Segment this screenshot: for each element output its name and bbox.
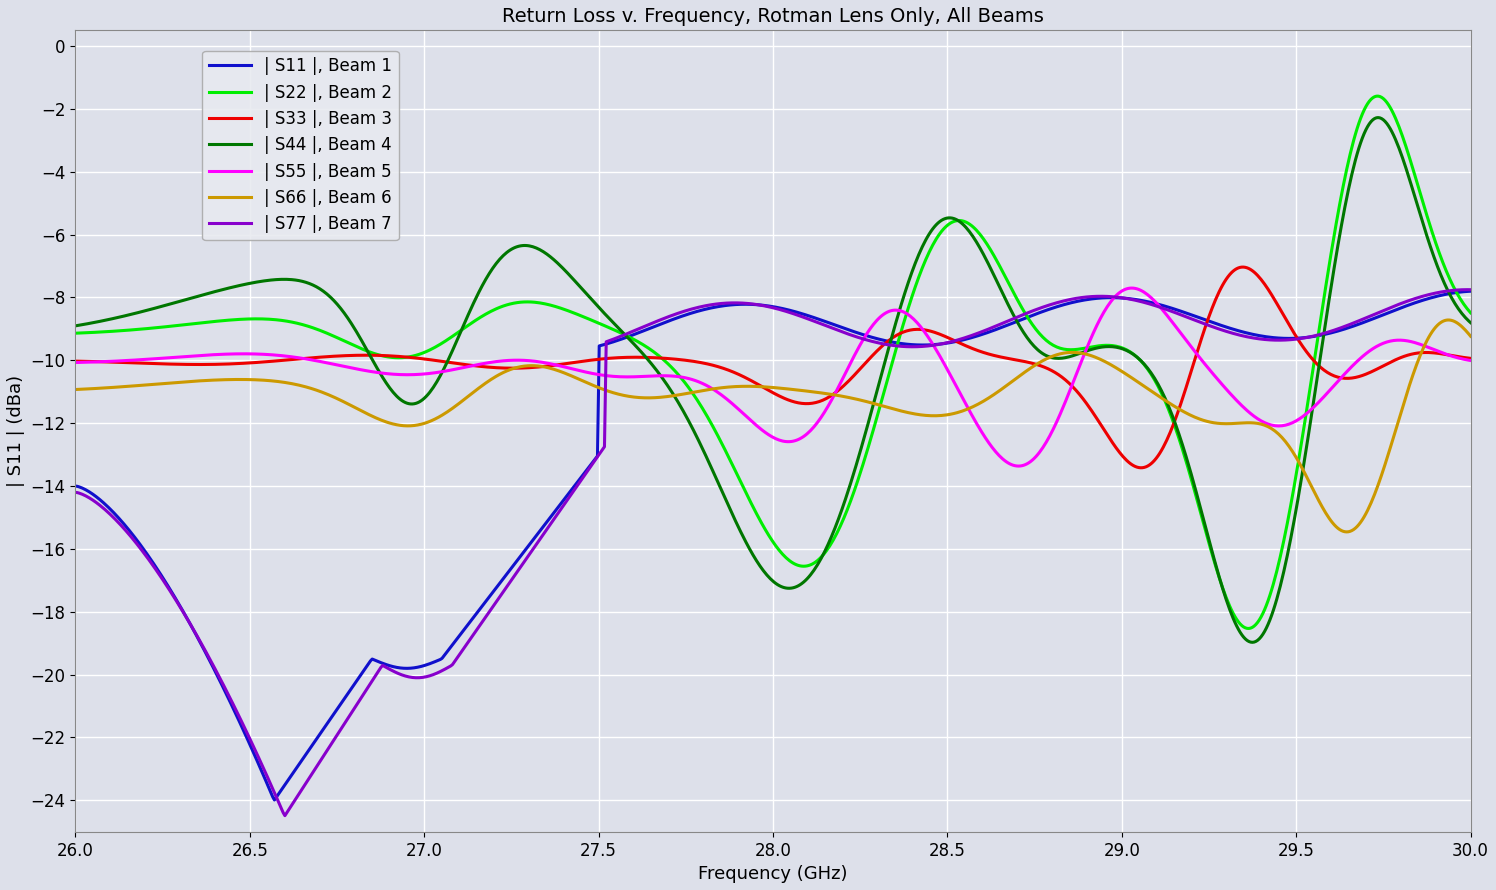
X-axis label: Frequency (GHz): Frequency (GHz): [699, 865, 848, 883]
| S33 |, Beam 3: [1272, 304, 1290, 315]
| S55 |, Beam 5: [1462, 355, 1480, 366]
Line: | S11 |, Beam 1: | S11 |, Beam 1: [75, 291, 1471, 800]
| S77 |, Beam 7: [1126, 295, 1144, 305]
| S33 |, Beam 3: [1131, 463, 1149, 473]
| S44 |, Beam 4: [914, 241, 932, 252]
| S11 |, Beam 1: [916, 340, 934, 351]
| S55 |, Beam 5: [1272, 421, 1290, 432]
| S44 |, Beam 4: [153, 301, 171, 311]
| S44 |, Beam 4: [1462, 318, 1480, 328]
| S44 |, Beam 4: [66, 320, 84, 331]
| S22 |, Beam 2: [66, 328, 84, 338]
| S22 |, Beam 2: [877, 381, 895, 392]
| S22 |, Beam 2: [956, 216, 974, 227]
| S44 |, Beam 4: [1270, 587, 1288, 598]
Y-axis label: | S11 | (dBa): | S11 | (dBa): [7, 375, 25, 487]
| S77 |, Beam 7: [1462, 285, 1480, 295]
Line: | S22 |, Beam 2: | S22 |, Beam 2: [75, 96, 1471, 628]
| S22 |, Beam 2: [1240, 623, 1258, 634]
Title: Return Loss v. Frequency, Rotman Lens Only, All Beams: Return Loss v. Frequency, Rotman Lens On…: [503, 7, 1044, 26]
| S33 |, Beam 3: [1462, 353, 1480, 364]
| S11 |, Beam 1: [878, 336, 896, 346]
| S66 |, Beam 6: [1267, 427, 1285, 438]
| S22 |, Beam 2: [1270, 559, 1288, 570]
| S66 |, Beam 6: [1462, 331, 1480, 342]
| S22 |, Beam 2: [1369, 91, 1387, 101]
| S44 |, Beam 4: [1243, 637, 1261, 648]
| S77 |, Beam 7: [275, 810, 293, 821]
| S11 |, Beam 1: [1126, 294, 1144, 304]
| S77 |, Beam 7: [878, 339, 896, 350]
| S55 |, Beam 5: [1128, 284, 1146, 295]
| S44 |, Beam 4: [877, 354, 895, 365]
| S66 |, Beam 6: [914, 409, 932, 420]
| S66 |, Beam 6: [956, 405, 974, 416]
| S77 |, Beam 7: [957, 332, 975, 343]
Line: | S66 |, Beam 6: | S66 |, Beam 6: [75, 320, 1471, 532]
| S55 |, Beam 5: [66, 357, 84, 368]
| S33 |, Beam 3: [1234, 262, 1252, 272]
Line: | S77 |, Beam 7: | S77 |, Beam 7: [75, 289, 1471, 815]
| S55 |, Beam 5: [1123, 283, 1141, 294]
| S22 |, Beam 2: [1462, 307, 1480, 318]
Line: | S55 |, Beam 5: | S55 |, Beam 5: [75, 288, 1471, 466]
| S77 |, Beam 7: [153, 571, 171, 582]
| S66 |, Beam 6: [66, 384, 84, 395]
| S44 |, Beam 4: [956, 220, 974, 231]
| S55 |, Beam 5: [153, 353, 171, 364]
| S44 |, Beam 4: [1125, 349, 1143, 360]
| S11 |, Beam 1: [153, 570, 171, 580]
| S55 |, Beam 5: [914, 324, 932, 335]
| S11 |, Beam 1: [66, 481, 84, 491]
| S77 |, Beam 7: [66, 487, 84, 498]
| S11 |, Beam 1: [265, 795, 283, 805]
| S77 |, Beam 7: [1459, 284, 1477, 295]
| S55 |, Beam 5: [1010, 461, 1028, 472]
| S33 |, Beam 3: [1125, 460, 1143, 471]
| S22 |, Beam 2: [914, 263, 932, 273]
Legend: | S11 |, Beam 1, | S22 |, Beam 2, | S33 |, Beam 3, | S44 |, Beam 4, | S55 |, Bea: | S11 |, Beam 1, | S22 |, Beam 2, | S33 …: [202, 51, 398, 240]
| S11 |, Beam 1: [1462, 286, 1480, 296]
| S33 |, Beam 3: [66, 356, 84, 367]
| S11 |, Beam 1: [957, 334, 975, 344]
| S66 |, Beam 6: [1439, 315, 1457, 326]
| S33 |, Beam 3: [153, 359, 171, 369]
| S33 |, Beam 3: [956, 340, 974, 351]
| S55 |, Beam 5: [956, 396, 974, 407]
| S33 |, Beam 3: [914, 324, 932, 335]
| S44 |, Beam 4: [1369, 112, 1387, 123]
| S33 |, Beam 3: [877, 337, 895, 348]
| S77 |, Beam 7: [916, 341, 934, 352]
| S77 |, Beam 7: [1270, 335, 1288, 345]
| S11 |, Beam 1: [1270, 333, 1288, 344]
| S55 |, Beam 5: [877, 308, 895, 319]
| S66 |, Beam 6: [153, 378, 171, 389]
| S66 |, Beam 6: [1125, 374, 1143, 384]
Line: | S33 |, Beam 3: | S33 |, Beam 3: [75, 267, 1471, 468]
| S66 |, Beam 6: [877, 401, 895, 412]
Line: | S44 |, Beam 4: | S44 |, Beam 4: [75, 117, 1471, 643]
| S66 |, Beam 6: [1337, 527, 1355, 538]
| S22 |, Beam 2: [153, 322, 171, 333]
| S22 |, Beam 2: [1125, 349, 1143, 360]
